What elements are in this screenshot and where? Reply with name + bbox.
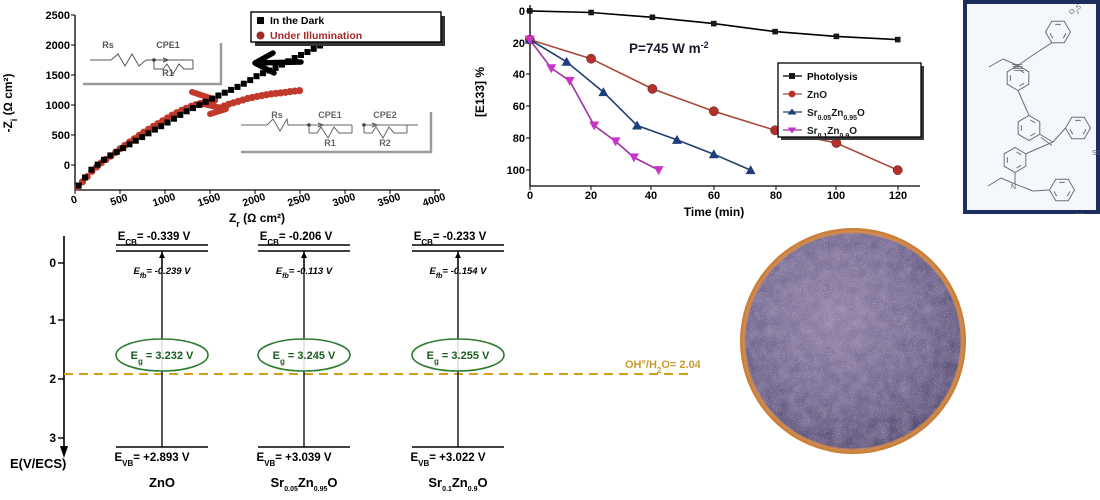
svg-text:ZnO: ZnO bbox=[807, 90, 827, 101]
svg-text:-Zi (Ω cm²): -Zi (Ω cm²) bbox=[1, 73, 19, 132]
svg-text:0: 0 bbox=[519, 6, 525, 18]
svg-text:P=745 W m-2: P=745 W m-2 bbox=[629, 40, 709, 56]
svg-text:100: 100 bbox=[507, 165, 525, 177]
svg-text:Photolysis: Photolysis bbox=[807, 72, 858, 83]
svg-text:1000: 1000 bbox=[46, 100, 70, 112]
svg-text:1500: 1500 bbox=[196, 191, 222, 210]
svg-text:1500: 1500 bbox=[46, 70, 70, 82]
svg-text:0: 0 bbox=[527, 190, 533, 202]
svg-text:R1: R1 bbox=[324, 138, 336, 148]
svg-text:2500: 2500 bbox=[46, 10, 70, 22]
svg-text:2: 2 bbox=[49, 372, 56, 386]
svg-text:Sr0.1Zn0.9O: Sr0.1Zn0.9O bbox=[428, 475, 487, 493]
svg-text:N: N bbox=[1011, 184, 1016, 191]
svg-text:80: 80 bbox=[770, 190, 782, 202]
svg-text:20: 20 bbox=[585, 190, 597, 202]
svg-text:ECB= -0.339 V: ECB= -0.339 V bbox=[118, 231, 191, 247]
svg-text:1: 1 bbox=[49, 313, 56, 327]
svg-text:1000: 1000 bbox=[151, 191, 177, 210]
svg-text:CPE2: CPE2 bbox=[373, 110, 397, 120]
svg-text:2500: 2500 bbox=[286, 191, 312, 210]
svg-text:CPE1: CPE1 bbox=[156, 40, 180, 50]
svg-text:100: 100 bbox=[827, 190, 845, 202]
svg-text:E(V/ECS): E(V/ECS) bbox=[10, 456, 66, 471]
svg-text:500: 500 bbox=[109, 192, 130, 209]
svg-text:40: 40 bbox=[645, 190, 657, 202]
svg-text:[E133] %: [E133] % bbox=[473, 67, 487, 117]
svg-text:500: 500 bbox=[52, 130, 70, 142]
svg-text:EVB= +2.893 V: EVB= +2.893 V bbox=[114, 452, 189, 468]
svg-text:EVB= +3.039 V: EVB= +3.039 V bbox=[256, 452, 331, 468]
svg-text:60: 60 bbox=[708, 190, 720, 202]
svg-text:Zr (Ω cm²): Zr (Ω cm²) bbox=[229, 211, 285, 229]
svg-text:CPE1: CPE1 bbox=[318, 110, 342, 120]
svg-text:R2: R2 bbox=[379, 138, 391, 148]
svg-text:SO3: SO3 bbox=[1075, 213, 1088, 214]
svg-text:3500: 3500 bbox=[376, 191, 402, 210]
svg-text:Time (min): Time (min) bbox=[684, 205, 744, 219]
svg-text:0: 0 bbox=[69, 193, 78, 206]
svg-text:SO3: SO3 bbox=[1092, 150, 1100, 160]
svg-text:ECB= -0.233 V: ECB= -0.233 V bbox=[414, 231, 487, 247]
svg-text:In the Dark: In the Dark bbox=[270, 15, 324, 27]
svg-text:ZnO: ZnO bbox=[149, 475, 175, 490]
svg-text:0: 0 bbox=[49, 256, 56, 270]
svg-text:O3S: O3S bbox=[1068, 3, 1085, 19]
svg-text:120: 120 bbox=[889, 190, 907, 202]
svg-text:4000: 4000 bbox=[421, 191, 447, 210]
svg-text:60: 60 bbox=[513, 101, 525, 113]
svg-text:0: 0 bbox=[64, 160, 70, 172]
svg-text:EVB= +3.022 V: EVB= +3.022 V bbox=[410, 452, 485, 468]
svg-text:40: 40 bbox=[513, 69, 525, 81]
svg-text:N: N bbox=[1014, 64, 1019, 71]
svg-text:20: 20 bbox=[513, 38, 525, 50]
svg-text:Under Illumination: Under Illumination bbox=[270, 30, 362, 42]
svg-text:3: 3 bbox=[49, 431, 56, 445]
svg-text:Sr0.05Zn0.95O: Sr0.05Zn0.95O bbox=[271, 475, 338, 493]
svg-text:2000: 2000 bbox=[241, 191, 267, 210]
svg-text:Rs: Rs bbox=[102, 40, 114, 50]
svg-text:3000: 3000 bbox=[331, 191, 357, 210]
svg-text:2000: 2000 bbox=[46, 40, 70, 52]
svg-text:80: 80 bbox=[513, 133, 525, 145]
svg-text:OH°/H2O= 2.04V: OH°/H2O= 2.04V bbox=[625, 359, 700, 375]
svg-text:ECB= -0.206 V: ECB= -0.206 V bbox=[260, 231, 333, 247]
